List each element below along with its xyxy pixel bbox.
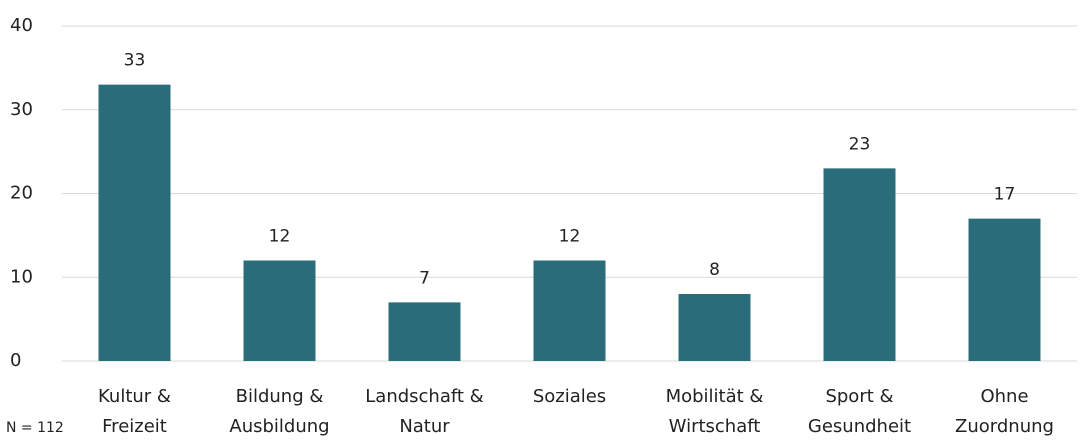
- bar: [388, 302, 461, 361]
- x-tick-label: Kultur & Freizeit: [98, 386, 171, 437]
- x-tick-label: Landschaft & Natur: [365, 386, 483, 437]
- y-tick-label: 10: [10, 266, 33, 287]
- bar: [678, 294, 751, 361]
- bar: [968, 218, 1041, 361]
- x-tick-label: Mobilität & Wirtschaft: [666, 386, 764, 437]
- value-label: 8: [709, 260, 720, 280]
- bar: [98, 84, 171, 361]
- y-tick-label: 0: [10, 350, 21, 371]
- y-tick-label: 20: [10, 183, 33, 204]
- value-label: 12: [269, 227, 291, 247]
- value-label: 33: [124, 51, 146, 71]
- y-tick-label: 40: [10, 15, 33, 36]
- bar: [533, 260, 606, 361]
- value-label: 23: [849, 134, 871, 154]
- x-tick-label: Bildung & Ausbildung: [229, 386, 329, 437]
- x-tick-label: Ohne Zuordnung: [955, 386, 1054, 437]
- x-tick-label: Soziales: [533, 386, 606, 407]
- bar: [823, 168, 896, 361]
- value-label: 12: [559, 227, 581, 247]
- value-label: 7: [419, 268, 430, 288]
- note: N = 112: [6, 420, 64, 436]
- y-tick-label: 30: [10, 99, 33, 120]
- bar: [243, 260, 316, 361]
- x-tick-label: Sport & Gesundheit: [808, 386, 911, 437]
- value-label: 17: [994, 185, 1016, 205]
